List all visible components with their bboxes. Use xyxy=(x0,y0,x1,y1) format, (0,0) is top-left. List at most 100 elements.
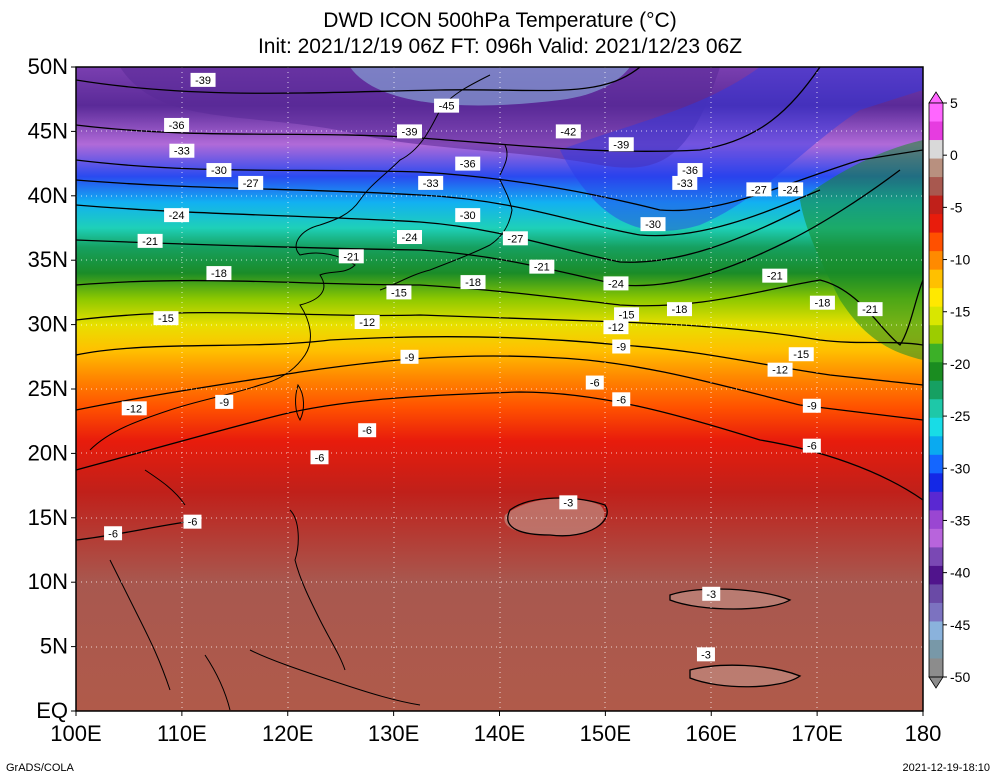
contour-label-box xyxy=(190,72,216,87)
contour-label-box xyxy=(702,586,721,601)
contour-label-text: -36 xyxy=(682,165,698,177)
colorbar-label: 0 xyxy=(950,147,958,163)
contour-label-box xyxy=(418,175,444,190)
contour-label-box xyxy=(612,392,631,407)
contour-label: -12 xyxy=(354,315,380,330)
contour-label-text: -21 xyxy=(343,251,359,263)
contour-label-text: -6 xyxy=(188,517,198,529)
contour-label-box xyxy=(585,375,604,390)
contour-label-text: -33 xyxy=(677,178,693,190)
chart-title: DWD ICON 500hPa Temperature (°C) xyxy=(323,9,677,32)
contour-label: -18 xyxy=(666,302,692,317)
contour-label: -39 xyxy=(608,137,634,152)
contour-label-text: -6 xyxy=(108,528,118,540)
colorbar-label: 5 xyxy=(950,95,958,111)
contour-label-box xyxy=(778,182,804,197)
contour-label: -3 xyxy=(696,647,715,662)
contour-label: -21 xyxy=(529,259,555,274)
contour-label-text: -15 xyxy=(158,313,174,325)
colorbar-arrow-top xyxy=(928,91,944,104)
contour-label-text: -27 xyxy=(507,233,523,245)
contour-label-text: -12 xyxy=(126,403,142,415)
contour-label: -24 xyxy=(603,276,629,291)
contour-label-box xyxy=(164,117,190,132)
colorbar-segment xyxy=(929,177,943,197)
contour-label: -30 xyxy=(640,217,666,232)
contour-label-box xyxy=(502,231,528,246)
lat-tick-label: 10N xyxy=(28,569,68,594)
contour-label-text: -33 xyxy=(174,146,190,158)
contour-label-box xyxy=(238,175,264,190)
warm-pool xyxy=(504,498,605,536)
contour-label-text: -6 xyxy=(590,378,600,390)
contour-label: -27 xyxy=(238,175,264,190)
contour-label: -33 xyxy=(672,175,698,190)
contour-label-box xyxy=(746,182,772,197)
lat-tick-label: 40N xyxy=(28,183,68,208)
contour-label-text: -30 xyxy=(211,165,227,177)
contour-label: -12 xyxy=(603,320,629,335)
footer-credit: GrADS/COLA xyxy=(6,762,74,774)
contour-label-box xyxy=(857,302,883,317)
contour-label-box xyxy=(358,423,377,438)
contour-label: -3 xyxy=(559,495,578,510)
colorbar-segment xyxy=(929,195,943,215)
contour-label: -24 xyxy=(164,208,190,223)
contour-label: -21 xyxy=(857,302,883,317)
colorbar-segment xyxy=(929,621,943,641)
contour-label-text: -12 xyxy=(608,322,624,334)
lon-tick-label: 150E xyxy=(580,721,631,746)
contour-label-text: -3 xyxy=(701,649,711,661)
contour-label: -30 xyxy=(455,208,481,223)
contour-label-box xyxy=(696,647,715,662)
contour-label-text: -27 xyxy=(243,178,259,190)
colorbar-segment xyxy=(929,547,943,567)
contour-label: -6 xyxy=(802,438,821,453)
contour-label-text: -30 xyxy=(645,219,661,231)
contour-label-text: -21 xyxy=(767,271,783,283)
contour-label: -6 xyxy=(183,514,202,529)
colorbar-segment xyxy=(929,399,943,419)
contour-label-box xyxy=(164,208,190,223)
contour-label-text: -21 xyxy=(534,262,550,274)
colorbar-label: -50 xyxy=(950,669,970,685)
contour-label-text: -39 xyxy=(195,75,211,87)
contour-label-text: -21 xyxy=(142,236,158,248)
colorbar-segment xyxy=(929,491,943,511)
contour-label-text: -45 xyxy=(439,101,455,113)
contour-label-text: -27 xyxy=(751,184,767,196)
lat-tick-label: 35N xyxy=(28,247,68,272)
colorbar-segment xyxy=(929,417,943,437)
contour-label-box xyxy=(802,398,821,413)
colorbar-segment xyxy=(929,269,943,289)
colorbar-segment xyxy=(929,436,943,456)
warm-pool xyxy=(670,588,790,609)
contour-label-box xyxy=(677,163,703,178)
contour-label-box xyxy=(137,233,163,248)
colorbar-segment xyxy=(929,658,943,678)
contour-label-text: -15 xyxy=(391,287,407,299)
contour-label-box xyxy=(529,259,555,274)
contour-label-text: -12 xyxy=(359,317,375,329)
contour-label: -15 xyxy=(788,347,814,362)
colorbar-frame xyxy=(928,102,944,678)
contour-label-box xyxy=(672,175,698,190)
contour-label-box xyxy=(559,495,578,510)
contour-label-text: -9 xyxy=(219,397,229,409)
contour-label: -33 xyxy=(418,175,444,190)
contour-label: -36 xyxy=(677,163,703,178)
contour-label: -6 xyxy=(310,450,329,465)
contour-label-box xyxy=(802,438,821,453)
contour-label: -21 xyxy=(762,268,788,283)
colorbar-segment xyxy=(929,473,943,493)
contour-label-box xyxy=(608,137,634,152)
contour-label-box xyxy=(788,347,814,362)
contour-label-box xyxy=(397,124,423,139)
contour-label-text: -9 xyxy=(616,341,626,353)
lon-tick-label: 170E xyxy=(791,721,842,746)
contour-label: -21 xyxy=(137,233,163,248)
contour-label-box xyxy=(666,302,692,317)
colorbar-segment xyxy=(929,380,943,400)
colorbar-label: -30 xyxy=(950,460,970,476)
contour-label-box xyxy=(640,217,666,232)
